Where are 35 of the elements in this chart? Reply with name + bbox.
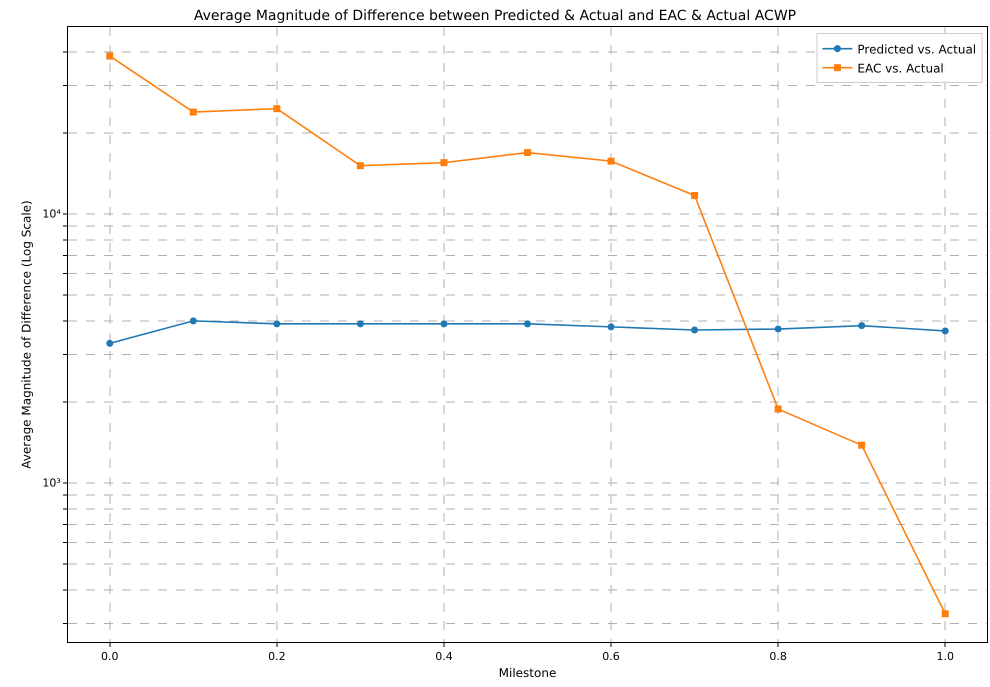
x-tick-label: 0.8 xyxy=(769,650,787,664)
point xyxy=(524,320,531,328)
legend-label: EAC vs. Actual xyxy=(857,61,944,76)
y-tick-label: 10⁴ xyxy=(42,208,62,221)
point xyxy=(858,442,866,449)
point xyxy=(190,108,197,116)
point xyxy=(524,149,531,156)
point xyxy=(774,406,782,413)
point xyxy=(440,320,448,328)
point xyxy=(273,105,280,112)
point xyxy=(608,323,615,330)
y-axis-title: Average Magnitude of Difference (Log Scale) xyxy=(20,200,34,469)
x-tick-label: 1.0 xyxy=(936,650,954,664)
point xyxy=(190,317,197,324)
point xyxy=(440,159,448,166)
y-tick-label: 10³ xyxy=(42,476,61,490)
x-tick-label: 0.4 xyxy=(435,650,453,664)
point xyxy=(356,162,364,170)
point xyxy=(273,320,280,328)
point xyxy=(858,322,866,330)
point xyxy=(106,52,114,60)
point xyxy=(942,610,949,618)
x-tick-label: 0.6 xyxy=(602,650,620,664)
x-tick-label: 0.2 xyxy=(268,650,286,664)
point xyxy=(106,340,114,347)
point xyxy=(774,326,782,333)
chart-title: Average Magnitude of Difference between Predicted & Actual and EAC & Actual ACWP xyxy=(194,8,796,24)
x-axis-title: Milestone xyxy=(498,666,556,680)
point xyxy=(608,158,615,165)
x-tick-label: 0.0 xyxy=(101,650,119,664)
point xyxy=(942,327,949,334)
point xyxy=(356,320,364,328)
point xyxy=(691,192,698,199)
point xyxy=(691,326,698,334)
legend-label: Predicted vs. Actual xyxy=(857,42,976,56)
